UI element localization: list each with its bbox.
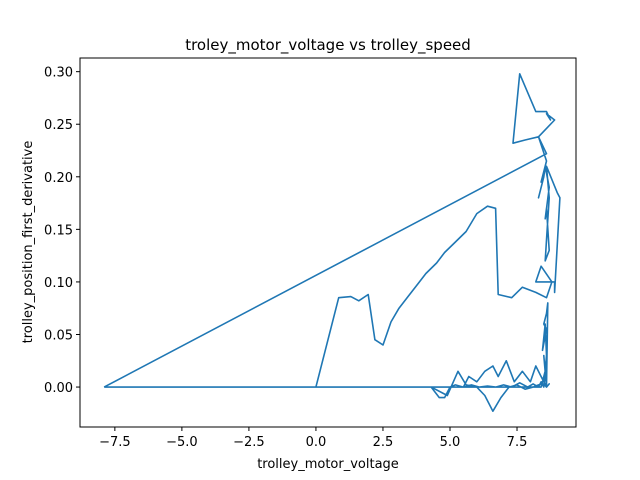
y-tick-label: 0.00	[44, 381, 73, 396]
y-axis: 0.00 0.05 0.10 0.15 0.20 0.25 0.30	[44, 66, 80, 396]
x-tick-label: 2.5	[373, 435, 394, 450]
x-axis: −7.5 −5.0 −2.5 0.0 2.5 5.0 7.5	[99, 427, 527, 450]
y-tick-label: 0.30	[44, 66, 73, 81]
y-tick-label: 0.15	[44, 223, 73, 238]
x-axis-label: trolley_motor_voltage	[257, 457, 399, 472]
y-tick-label: 0.10	[44, 276, 73, 291]
x-tick-label: −7.5	[99, 435, 131, 450]
series-line-0	[103, 73, 561, 413]
chart-title: troley_motor_voltage vs trolley_speed	[185, 36, 471, 55]
y-tick-label: 0.05	[44, 328, 73, 343]
plot-area	[103, 73, 561, 413]
y-tick-label: 0.25	[44, 118, 73, 133]
x-tick-label: 5.0	[440, 435, 461, 450]
x-tick-label: −5.0	[166, 435, 198, 450]
plot-frame	[79, 57, 577, 428]
y-tick-label: 0.20	[44, 171, 73, 186]
x-tick-label: 0.0	[306, 435, 327, 450]
y-axis-label: trolley_position_first_derivative	[21, 141, 36, 344]
x-tick-label: −2.5	[233, 435, 265, 450]
x-tick-label: 7.5	[507, 435, 528, 450]
